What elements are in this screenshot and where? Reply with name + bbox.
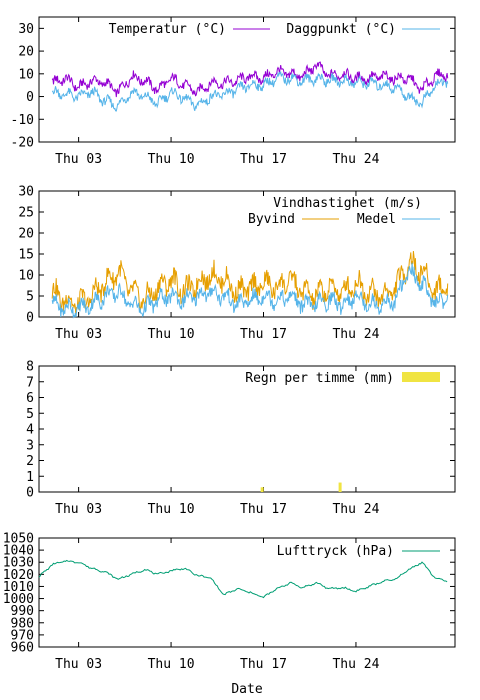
plot-frame bbox=[38, 537, 456, 648]
y-tick-label: 1050 bbox=[3, 532, 34, 547]
y-tick-label: 10 bbox=[18, 67, 34, 82]
x-tick-label: Thu 03 bbox=[55, 327, 102, 342]
y-tick-label: 980 bbox=[11, 616, 34, 631]
series-line bbox=[51, 250, 449, 318]
legend-label: Lufttryck (hPa) bbox=[277, 544, 394, 559]
y-tick-label: 960 bbox=[11, 641, 34, 656]
x-tick-label: Thu 10 bbox=[148, 502, 195, 517]
x-tick-label: Thu 17 bbox=[240, 502, 287, 517]
y-tick-label: 3 bbox=[26, 438, 34, 453]
y-tick-label: 1000 bbox=[3, 592, 34, 607]
legend-label: Regn per timme (mm) bbox=[245, 371, 394, 386]
legend-label: Temperatur (°C) bbox=[109, 22, 226, 37]
x-tick-label: Thu 24 bbox=[332, 502, 379, 517]
y-tick-label: 10 bbox=[18, 269, 34, 284]
chart-title: Vindhastighet (m/s) bbox=[273, 196, 422, 211]
x-tick-label: Thu 24 bbox=[332, 152, 379, 167]
y-tick-label: 1020 bbox=[3, 568, 34, 583]
legend-swatch bbox=[402, 372, 440, 382]
series-line bbox=[51, 262, 449, 319]
x-tick-label: Thu 17 bbox=[240, 152, 287, 167]
x-tick-label: Thu 17 bbox=[240, 327, 287, 342]
y-tick-label: 990 bbox=[11, 604, 34, 619]
y-tick-label: 0 bbox=[26, 486, 34, 501]
x-tick-label: Thu 03 bbox=[55, 152, 102, 167]
y-tick-label: 25 bbox=[18, 206, 34, 221]
y-tick-label: 4 bbox=[26, 423, 34, 438]
y-tick-label: 2 bbox=[26, 454, 34, 469]
y-tick-label: 5 bbox=[26, 407, 34, 422]
y-tick-label: 7 bbox=[26, 375, 34, 390]
rain-bar bbox=[338, 482, 342, 492]
x-tick-label: Thu 24 bbox=[332, 327, 379, 342]
rain-bar bbox=[260, 487, 264, 492]
y-tick-label: 20 bbox=[18, 45, 34, 60]
y-tick-label: 1030 bbox=[3, 556, 34, 571]
y-tick-label: 0 bbox=[26, 311, 34, 326]
x-tick-label: Thu 03 bbox=[55, 657, 102, 672]
y-tick-label: 1010 bbox=[3, 580, 34, 595]
x-tick-label: Thu 03 bbox=[55, 502, 102, 517]
series-line bbox=[51, 71, 449, 112]
y-tick-label: 20 bbox=[18, 227, 34, 242]
plot-frame bbox=[38, 16, 456, 143]
x-tick-label: Thu 17 bbox=[240, 657, 287, 672]
y-tick-label: 970 bbox=[11, 628, 34, 643]
x-axis-label: Date bbox=[231, 682, 262, 697]
y-tick-label: 0 bbox=[26, 90, 34, 105]
y-tick-label: 30 bbox=[18, 185, 34, 200]
legend-label: Medel bbox=[357, 212, 396, 227]
series-line bbox=[51, 61, 449, 98]
series-line bbox=[38, 559, 448, 599]
legend-label: Daggpunkt (°C) bbox=[286, 22, 396, 37]
y-tick-label: 5 bbox=[26, 290, 34, 305]
x-tick-label: Thu 10 bbox=[148, 152, 195, 167]
y-tick-label: 1 bbox=[26, 470, 34, 485]
y-tick-label: -10 bbox=[11, 113, 34, 128]
y-tick-label: 6 bbox=[26, 391, 34, 406]
legend-label: Byvind bbox=[248, 212, 295, 227]
x-tick-label: Thu 10 bbox=[148, 657, 195, 672]
y-tick-label: 1040 bbox=[3, 544, 34, 559]
y-tick-label: 8 bbox=[26, 360, 34, 375]
y-tick-label: -20 bbox=[11, 136, 34, 151]
y-tick-label: 15 bbox=[18, 248, 34, 263]
x-tick-label: Thu 10 bbox=[148, 327, 195, 342]
x-tick-label: Thu 24 bbox=[332, 657, 379, 672]
y-tick-label: 30 bbox=[18, 22, 34, 37]
